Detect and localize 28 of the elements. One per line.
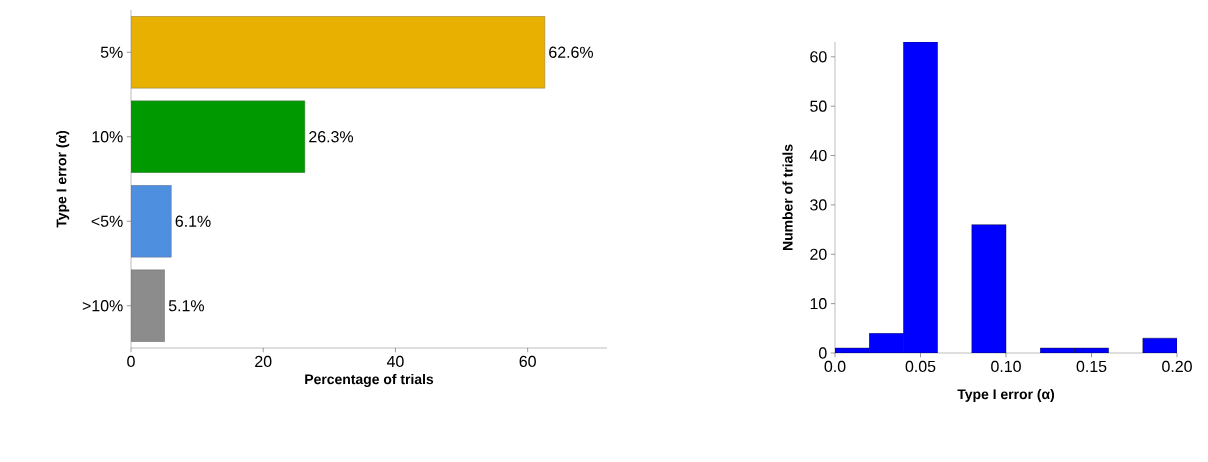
x-tick-label: 0 xyxy=(127,355,135,368)
x-tick-label: 0.15 xyxy=(1076,360,1107,373)
y-tick-label: 30 xyxy=(810,199,827,211)
y-tick-label: 60 xyxy=(810,51,827,63)
x-tick-label: 0.20 xyxy=(1162,360,1192,373)
y-axis-title: Number of trials xyxy=(782,144,793,251)
x-axis-title: Type I error (α) xyxy=(957,388,1055,402)
x-tick-label: 0.10 xyxy=(991,360,1021,373)
y-tick-label: <5% xyxy=(91,215,123,227)
x-tick-label: 60 xyxy=(519,355,536,368)
y-tick-label: 5% xyxy=(100,46,123,58)
x-tick-label: 0.05 xyxy=(905,360,936,373)
data-label: 6.1% xyxy=(175,215,211,227)
y-tick-label: 20 xyxy=(810,248,827,260)
x-tick-label: 40 xyxy=(386,355,404,368)
x-tick-label: 0.0 xyxy=(824,360,846,373)
data-label: 5.1% xyxy=(168,300,204,312)
data-label: 26.3% xyxy=(309,131,354,143)
y-tick-label: >10% xyxy=(82,300,123,312)
y-tick-label: 40 xyxy=(809,149,827,162)
data-label: 62.6% xyxy=(549,46,594,58)
y-axis-title: Type I error (α) xyxy=(56,130,70,228)
x-tick-label: 20 xyxy=(255,355,272,368)
y-tick-label: 0 xyxy=(819,347,827,359)
y-tick-label: 10 xyxy=(810,298,827,310)
y-tick-label: 50 xyxy=(810,100,827,112)
y-tick-label: 10% xyxy=(92,131,123,143)
x-axis-title: Percentage of trials xyxy=(305,373,434,387)
